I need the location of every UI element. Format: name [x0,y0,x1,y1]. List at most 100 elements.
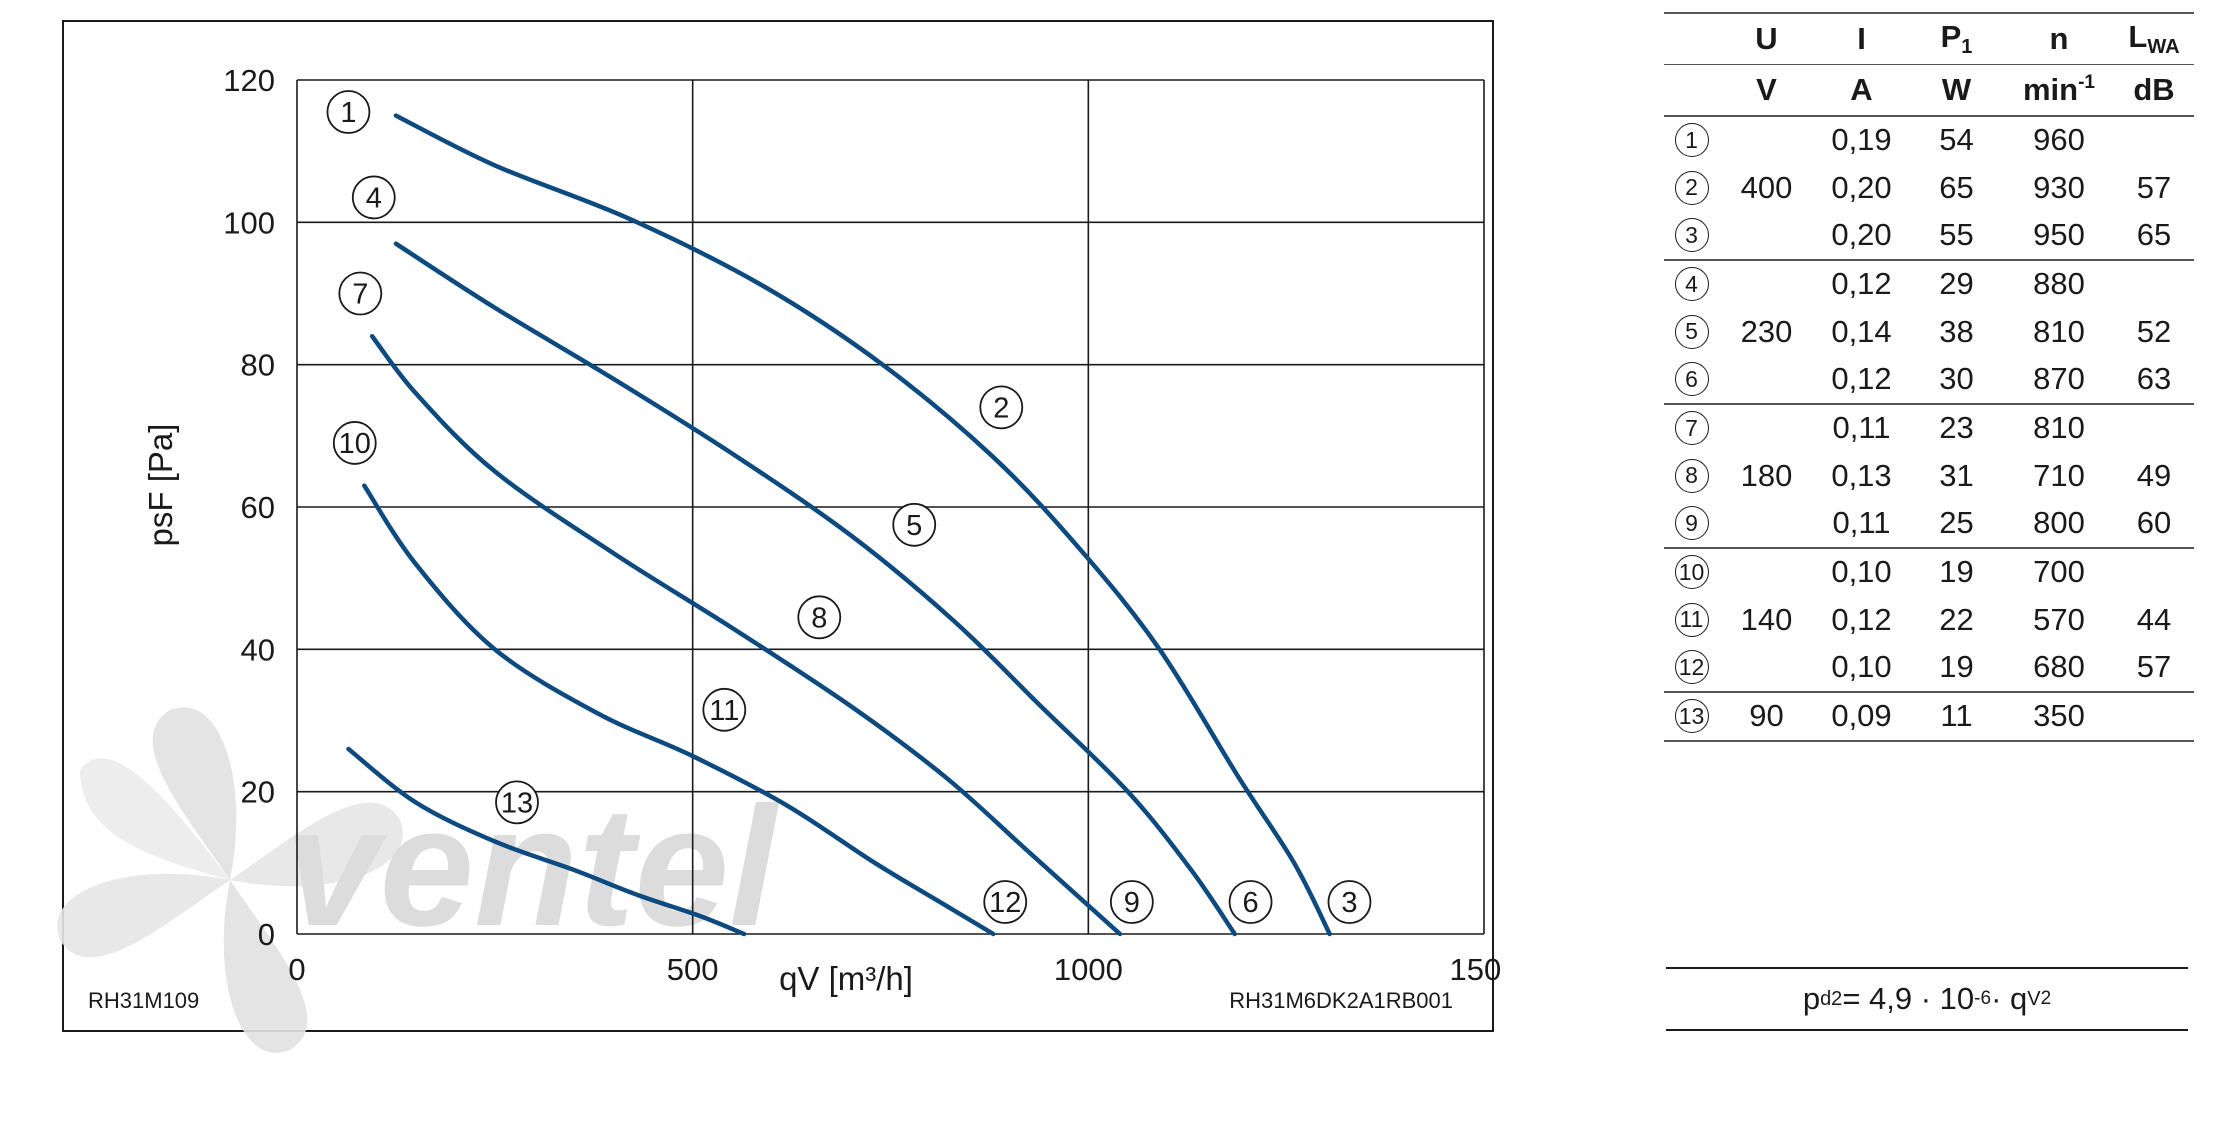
table-row: 5 230 0,14 38 810 52 [1664,308,2194,356]
table-body: 1 0,19 54 960 2 400 0,20 65 930 57 3 0,20 55 950 65 4 0,… [1664,117,2194,742]
marker-circle [495,780,539,825]
cell-n: 350 [2033,698,2085,734]
cell-p1: 23 [1939,410,1974,446]
row-number: 5 [1664,314,1719,349]
curve-number-badge: 2 [1674,170,1709,205]
cell-i: 0,10 [1831,649,1892,685]
marker-circle [892,502,937,547]
row-number: 7 [1664,411,1719,446]
curve-4 [393,241,1237,937]
header-u: U [1755,20,1778,56]
row-number: 4 [1664,267,1719,302]
y-tick-label: 20 [241,775,275,810]
curve-number-badge: 13 [1674,699,1709,734]
y-tick-label: 60 [241,490,275,525]
row-number: 11 [1664,602,1719,637]
formula-mid: = 4,9 · 10 [1842,981,1975,1016]
group-rule [1664,547,2194,549]
formula-rhs: · q [1991,981,2028,1016]
cell-n: 930 [2033,169,2085,205]
table-row: 10 0,10 19 700 [1664,549,2194,597]
cell-n: 700 [2033,554,2085,590]
curve-13 [346,746,747,937]
table-row: 6 0,12 30 870 63 [1664,356,2194,404]
curve-marker: 9 [1109,880,1154,924]
cell-p1: 19 [1939,554,1974,590]
cell-i: 0,12 [1831,361,1892,397]
cell-i: 0,12 [1831,266,1892,302]
curve-marker: 7 [338,271,383,316]
marker-circle [332,421,377,465]
cell-lwa: 63 [2136,361,2172,397]
curve-number-badge: 5 [1674,314,1709,349]
unit-db: dB [2133,72,2175,107]
x-axis-label: qV [m³/h] [779,960,913,997]
marker-label: 5 [906,510,922,542]
cell-p1: 19 [1939,649,1974,685]
model-code-left: RH31M109 [88,988,199,1013]
cell-i: 0,19 [1831,122,1892,158]
cell-lwa: 49 [2136,457,2172,493]
marker-circle [1228,880,1273,924]
marker-circle [797,595,842,640]
cell-n: 570 [2033,601,2085,637]
table-row: 3 0,20 55 950 65 [1664,212,2194,260]
curve-marker: 4 [351,175,396,220]
marker-circle [702,687,747,732]
table-row: 13 90 0,09 11 350 [1664,693,2194,741]
curve-number-badge: 7 [1674,411,1709,446]
cell-p1: 11 [1940,698,1973,734]
cell-p1: 31 [1939,457,1974,493]
curve-marker: 11 [702,687,747,732]
specification-table: U I P1 n LWA V A W min-1 dB 1 0,19 54 960 2 4… [1664,12,2194,742]
curve-1 [393,113,1332,937]
table-row: 7 0,11 23 810 [1664,405,2194,453]
table-unit-row: V A W min-1 dB [1664,65,2194,115]
y-tick-label: 100 [223,205,275,240]
curve-marker: 12 [983,880,1028,924]
row-number: 12 [1664,650,1719,685]
cell-i: 0,10 [1831,554,1892,590]
marker-label: 13 [501,787,533,819]
unit-min: min-1 [2022,72,2096,107]
cell-n: 870 [2033,361,2085,397]
marker-circle [326,90,371,134]
cell-i: 0,11 [1832,505,1891,541]
cell-i: 0,14 [1831,313,1892,349]
table-row: 1 0,19 54 960 [1664,117,2194,165]
curve-markers: 1 4 7 10 13 2 5 8 11 12 9 6 3 [326,90,1372,924]
y-axis-label: psF [Pa] [142,424,179,547]
cell-p1: 25 [1939,505,1974,541]
row-number: 13 [1664,699,1719,734]
cell-p1: 22 [1939,601,1974,637]
cell-p1: 65 [1939,169,1974,205]
row-number: 6 [1664,362,1719,397]
curve-marker: 2 [979,385,1024,430]
header-i: I [1857,20,1866,56]
x-tick-label: 500 [667,952,719,987]
marker-label: 7 [352,279,368,311]
marker-label: 4 [366,182,382,214]
marker-label: 9 [1124,887,1140,919]
table-row: 2 400 0,20 65 930 57 [1664,164,2194,212]
curve-marker: 3 [1327,880,1372,924]
formula-rhs-sup: 2 [2040,988,2052,1009]
group-rule [1664,691,2194,693]
table-unit-rule [1664,115,2194,117]
y-axis-symbol: psF [Pa] [142,424,179,547]
marker-label: 11 [709,695,739,727]
x-axis-symbol: qV [m³/h] [779,960,913,997]
unit-a: A [1850,72,1873,107]
y-tick-label: 40 [241,632,275,667]
curve-marker: 13 [495,780,539,825]
cell-n: 950 [2033,217,2085,253]
y-tick-label: 0 [258,917,275,952]
group-rule [1664,740,2194,742]
curve-number-badge: 9 [1674,506,1709,541]
cell-p1: 38 [1939,313,1974,349]
header-n: n [2049,20,2069,56]
model-code-right: RH31M6DK2A1RB001 [1229,988,1453,1013]
cell-n: 880 [2033,266,2085,302]
table-row: 11 140 0,12 22 570 44 [1664,596,2194,644]
row-number: 8 [1664,458,1719,493]
